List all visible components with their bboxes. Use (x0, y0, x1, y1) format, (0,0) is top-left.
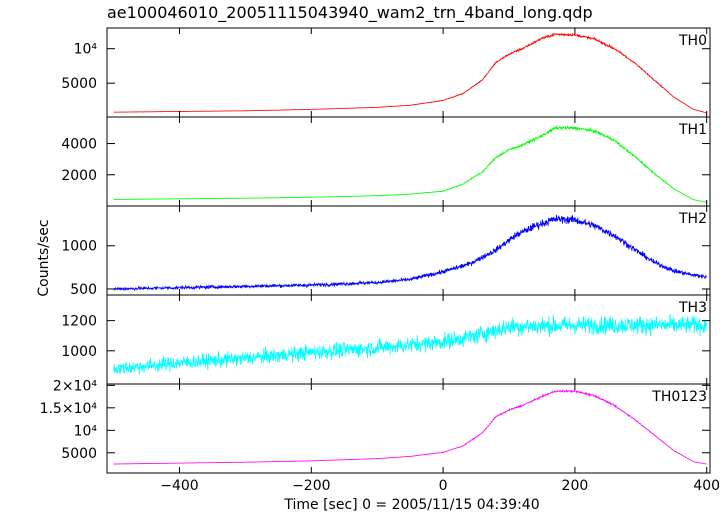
panel-frame (106, 205, 711, 296)
x-tick-label: 400 (693, 478, 720, 494)
y-tick-label: 10⁴ (74, 42, 98, 58)
y-axis-label: Counts/sec (36, 219, 52, 297)
y-tick-label: 4000 (61, 137, 97, 153)
panel-frame (106, 383, 711, 474)
panel-th3: 1000 1200 TH3 (61, 294, 711, 385)
y-tick-label: 5000 (61, 446, 97, 462)
panel-th1: 2000 4000 TH1 (61, 116, 711, 207)
y-tick-label: 2000 (61, 168, 97, 184)
series-line-th3 (113, 314, 708, 375)
panel-th0123: 5000 10⁴ 1.5×10⁴ 2×10⁴ TH0123 (40, 378, 711, 474)
panel-label: TH1 (678, 122, 707, 138)
series-line-th2 (113, 214, 707, 292)
x-tick-label: −400 (160, 478, 198, 494)
y-tick-label: 1.5×10⁴ (40, 401, 98, 417)
x-axis-label: Time [sec] 0 = 2005/11/15 04:39:40 (284, 497, 540, 513)
panel-th2: 500 1000 TH2 (61, 205, 711, 298)
series-line-th1 (113, 125, 707, 203)
y-tick-label: 500 (70, 282, 97, 298)
x-tick-label: −200 (292, 478, 330, 494)
x-tick-label: 200 (562, 478, 589, 494)
panel-frame (106, 116, 711, 207)
panel-label: TH0123 (651, 389, 707, 405)
panel-frame (106, 27, 711, 118)
panel-label: TH3 (678, 300, 707, 316)
y-tick-label: 2×10⁴ (53, 378, 97, 394)
y-tick-label: 1000 (61, 344, 97, 360)
y-tick-label: 10⁴ (74, 423, 98, 439)
panel-label: TH2 (678, 211, 707, 227)
panels-layer: 500010⁴TH020004000TH15001000TH210001200T… (40, 27, 720, 494)
panel-label: TH0 (678, 33, 707, 49)
chart-title: ae100046010_20051115043940_wam2_trn_4ban… (107, 3, 593, 22)
y-tick-label: 1200 (61, 314, 97, 330)
x-tick-label: 0 (439, 478, 448, 494)
panel-th0: 5000 10⁴ TH0 (61, 27, 711, 118)
y-tick-label: 1000 (61, 239, 97, 255)
y-tick-label: 5000 (61, 76, 97, 92)
series-line-th0123 (113, 388, 707, 465)
series-line-th0 (113, 32, 707, 114)
panel-frame (106, 294, 711, 385)
